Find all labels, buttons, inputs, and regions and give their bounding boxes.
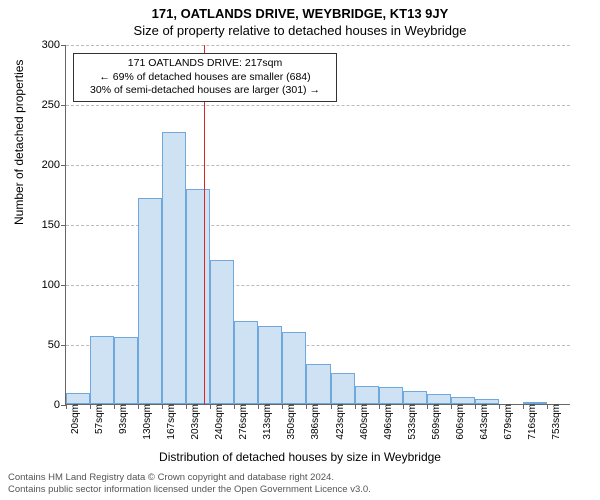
chart-subtitle: Size of property relative to detached ho…	[0, 21, 600, 38]
histogram-bar	[138, 198, 162, 404]
x-tick-label: 20sqm	[68, 404, 81, 434]
y-tick-label: 0	[54, 399, 66, 411]
x-tick-label: 350sqm	[284, 404, 297, 440]
page-title: 171, OATLANDS DRIVE, WEYBRIDGE, KT13 9JY	[0, 0, 600, 21]
x-tick-mark	[66, 404, 67, 409]
y-tick-label: 300	[42, 39, 66, 51]
x-tick-mark	[475, 404, 476, 409]
histogram-bar	[66, 393, 90, 404]
y-tick-label: 100	[42, 279, 66, 291]
x-tick-label: 313sqm	[260, 404, 273, 440]
x-tick-label: 716sqm	[525, 404, 538, 440]
x-tick-label: 753sqm	[549, 404, 562, 440]
x-tick-mark	[403, 404, 404, 409]
x-tick-label: 460sqm	[357, 404, 370, 440]
x-tick-mark	[114, 404, 115, 409]
y-tick-label: 250	[42, 99, 66, 111]
grid-line	[66, 45, 570, 46]
footer-line2: Contains public sector information licen…	[8, 484, 371, 496]
footer-attribution: Contains HM Land Registry data © Crown c…	[8, 472, 371, 496]
info-box-line1: 171 OATLANDS DRIVE: 217sqm	[80, 57, 330, 71]
x-tick-label: 679sqm	[501, 404, 514, 440]
x-tick-mark	[523, 404, 524, 409]
histogram-bar	[427, 394, 451, 404]
x-tick-mark	[379, 404, 380, 409]
footer-line1: Contains HM Land Registry data © Crown c…	[8, 472, 371, 484]
histogram-bar	[210, 260, 234, 404]
histogram-bar	[162, 132, 186, 404]
histogram-bar	[331, 373, 355, 404]
x-tick-label: 496sqm	[381, 404, 394, 440]
x-tick-label: 130sqm	[140, 404, 153, 440]
info-box-line2: ← 69% of detached houses are smaller (68…	[80, 71, 330, 85]
grid-line	[66, 165, 570, 166]
marker-info-box: 171 OATLANDS DRIVE: 217sqm ← 69% of deta…	[73, 53, 337, 102]
x-tick-label: 203sqm	[188, 404, 201, 440]
x-tick-mark	[451, 404, 452, 409]
x-tick-label: 276sqm	[236, 404, 249, 440]
x-tick-label: 57sqm	[92, 404, 105, 434]
histogram-bar	[451, 397, 475, 404]
y-tick-label: 150	[42, 219, 66, 231]
histogram-bar	[355, 386, 379, 404]
x-axis-label: Distribution of detached houses by size …	[0, 450, 600, 464]
histogram-bar	[282, 332, 306, 404]
x-tick-mark	[427, 404, 428, 409]
y-axis-label: Number of detached properties	[12, 60, 26, 225]
x-tick-mark	[331, 404, 332, 409]
x-tick-label: 533sqm	[405, 404, 418, 440]
histogram-bar	[258, 326, 282, 404]
histogram-bar	[379, 387, 403, 404]
x-tick-label: 423sqm	[333, 404, 346, 440]
x-tick-label: 643sqm	[477, 404, 490, 440]
histogram-bar	[306, 364, 330, 404]
y-tick-label: 50	[48, 339, 66, 351]
x-tick-mark	[499, 404, 500, 409]
histogram-bar	[90, 336, 114, 404]
histogram-bar	[186, 189, 210, 404]
histogram-bar	[403, 391, 427, 404]
x-tick-mark	[355, 404, 356, 409]
y-tick-label: 200	[42, 159, 66, 171]
info-box-line3: 30% of semi-detached houses are larger (…	[80, 84, 330, 98]
x-tick-mark	[138, 404, 139, 409]
x-tick-label: 569sqm	[429, 404, 442, 440]
histogram-bar	[114, 337, 138, 404]
x-tick-label: 93sqm	[116, 404, 129, 434]
x-tick-mark	[547, 404, 548, 409]
x-tick-label: 167sqm	[164, 404, 177, 440]
grid-line	[66, 105, 570, 106]
x-tick-label: 240sqm	[212, 404, 225, 440]
x-tick-mark	[90, 404, 91, 409]
histogram-bar	[234, 321, 258, 404]
x-tick-label: 386sqm	[308, 404, 321, 440]
x-tick-label: 606sqm	[453, 404, 466, 440]
